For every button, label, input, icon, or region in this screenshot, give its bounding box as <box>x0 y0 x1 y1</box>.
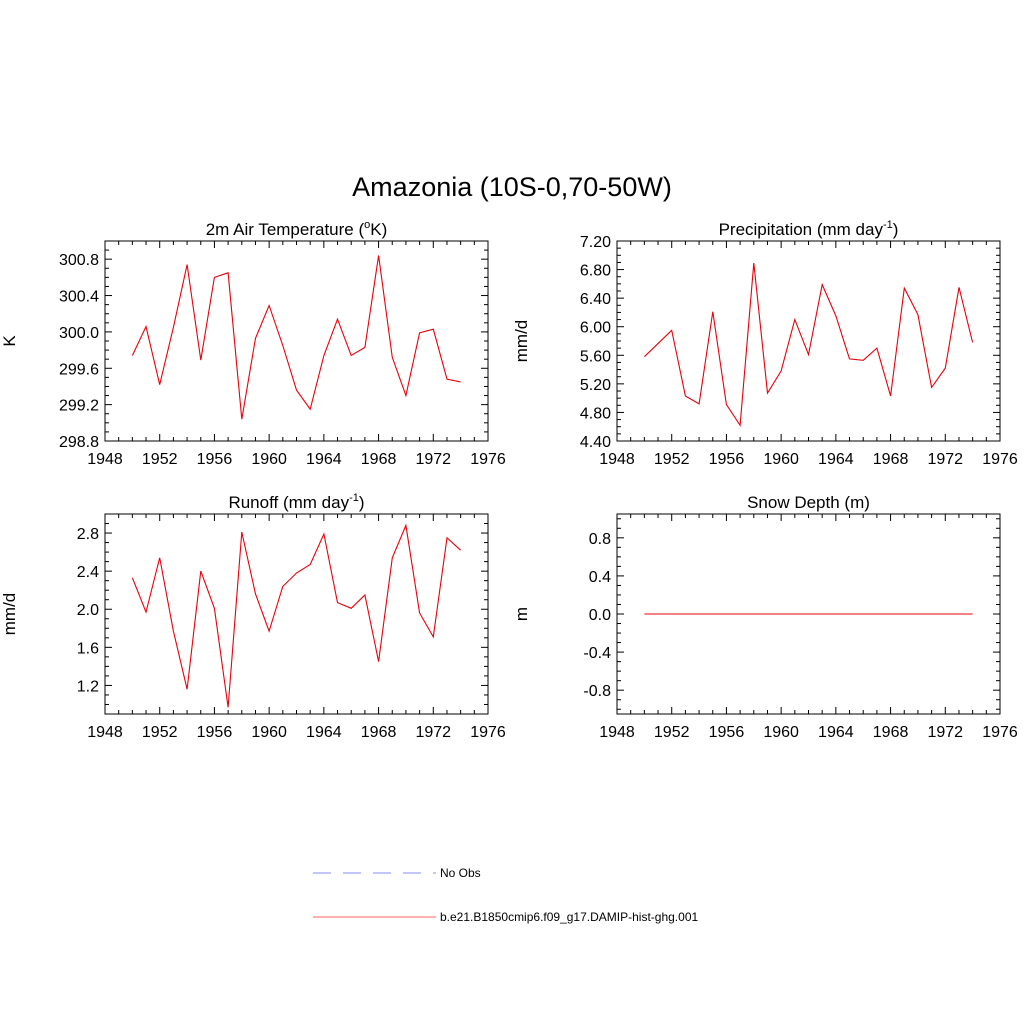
x-tick-label: 1948 <box>599 451 635 468</box>
panel-snow-depth: 1948 1952 1956 1960 1964 1968 1972 1976 -0.8 -0.4… <box>512 493 1018 741</box>
panel-runoff: 1948 1952 1956 1960 1964 1968 1972 1976 1.2 1.6 2.… <box>0 492 506 741</box>
y-tick-label: 6.80 <box>580 263 611 280</box>
legend-label-model: b.e21.B1850cmip6.f09_g17.DAMIP-hist-ghg.… <box>440 910 698 924</box>
x-tick-label: 1956 <box>197 451 233 468</box>
y-tick-label: 4.80 <box>580 405 611 422</box>
x-tick-label: 1968 <box>361 451 397 468</box>
x-tick-label: 1960 <box>251 724 287 741</box>
y-tick-label: 300.8 <box>59 252 99 269</box>
x-tick-label: 1964 <box>306 724 342 741</box>
y-tick-label: 2.8 <box>77 526 99 543</box>
x-tick-label: 1964 <box>818 451 854 468</box>
x-tick-label: 1968 <box>873 724 909 741</box>
x-tick-label: 1948 <box>87 724 123 741</box>
panel-title: Runoff (mm day-1) <box>228 492 364 512</box>
x-tick-label: 1952 <box>654 451 690 468</box>
y-tick-label: 5.60 <box>580 348 611 365</box>
x-tick-label: 1956 <box>709 724 745 741</box>
figure-title: Amazonia (10S-0,70-50W) <box>352 172 672 202</box>
y-tick-label: 0.4 <box>589 569 611 586</box>
legend: No Obs b.e21.B1850cmip6.f09_g17.DAMIP-hi… <box>313 866 698 924</box>
plot-frame <box>104 513 489 715</box>
panel-title: 2m Air Temperature (oK) <box>206 219 388 239</box>
y-tick-label: 5.20 <box>580 377 611 394</box>
x-tick-label: 1952 <box>142 451 178 468</box>
series-line-runoff <box>131 523 461 708</box>
y-tick-label: 1.6 <box>77 640 99 657</box>
y-tick-label: 300.0 <box>59 325 99 342</box>
y-axis-label: mm/d <box>0 593 19 636</box>
y-tick-label: 0.0 <box>589 607 611 624</box>
x-tick-label: 1960 <box>763 451 799 468</box>
x-tick-label: 1948 <box>87 451 123 468</box>
x-tick-label: 1972 <box>415 724 451 741</box>
x-tick-label: 1972 <box>415 451 451 468</box>
panel-temperature: 1948 1952 1956 1960 1964 1968 1972 1976 298.8 299… <box>0 219 506 468</box>
y-axis-label: mm/d <box>512 320 531 363</box>
x-tick-label: 1960 <box>763 724 799 741</box>
x-tick-label: 1948 <box>599 724 635 741</box>
x-tick-label: 1960 <box>251 451 287 468</box>
y-axis-label: m <box>512 607 531 621</box>
x-tick-label: 1956 <box>197 724 233 741</box>
y-tick-label: 1.2 <box>77 678 99 695</box>
plot-frame <box>104 240 489 442</box>
y-tick-label: 2.4 <box>77 564 99 581</box>
x-tick-label: 1952 <box>142 724 178 741</box>
y-tick-label: 299.2 <box>59 398 99 415</box>
x-tick-label: 1972 <box>927 724 963 741</box>
y-tick-label: -0.8 <box>583 683 611 700</box>
y-tick-label: 300.4 <box>59 289 99 306</box>
x-tick-label: 1952 <box>654 724 690 741</box>
x-tick-label: 1964 <box>818 724 854 741</box>
y-tick-label: 299.6 <box>59 361 99 378</box>
x-tick-label: 1976 <box>470 724 506 741</box>
panels-group: 1948 1952 1956 1960 1964 1968 1972 1976 298.8 299… <box>0 219 1018 741</box>
series-line-precipitation <box>644 263 974 427</box>
y-tick-label: 4.40 <box>580 434 611 451</box>
legend-label-no-obs: No Obs <box>440 866 481 880</box>
x-tick-label: 1976 <box>470 451 506 468</box>
y-axis-label: K <box>0 335 19 347</box>
panel-title: Precipitation (mm day-1) <box>719 219 899 239</box>
x-tick-label: 1976 <box>982 724 1018 741</box>
y-tick-label: 298.8 <box>59 434 99 451</box>
x-tick-label: 1964 <box>306 451 342 468</box>
series-line-temperature <box>131 255 461 420</box>
x-tick-label: 1976 <box>982 451 1018 468</box>
y-tick-label: 7.20 <box>580 234 611 251</box>
x-tick-label: 1956 <box>709 451 745 468</box>
y-tick-label: 0.8 <box>589 531 611 548</box>
y-tick-label: 2.0 <box>77 602 99 619</box>
y-tick-label: 6.40 <box>580 291 611 308</box>
x-tick-label: 1968 <box>873 451 909 468</box>
x-tick-label: 1972 <box>927 451 963 468</box>
panel-precipitation: 1948 1952 1956 1960 1964 1968 1972 1976 4.40 4.80… <box>512 219 1018 468</box>
y-tick-label: -0.4 <box>583 645 611 662</box>
x-tick-label: 1968 <box>361 724 397 741</box>
y-tick-label: 6.00 <box>580 320 611 337</box>
panel-title: Snow Depth (m) <box>747 493 870 512</box>
